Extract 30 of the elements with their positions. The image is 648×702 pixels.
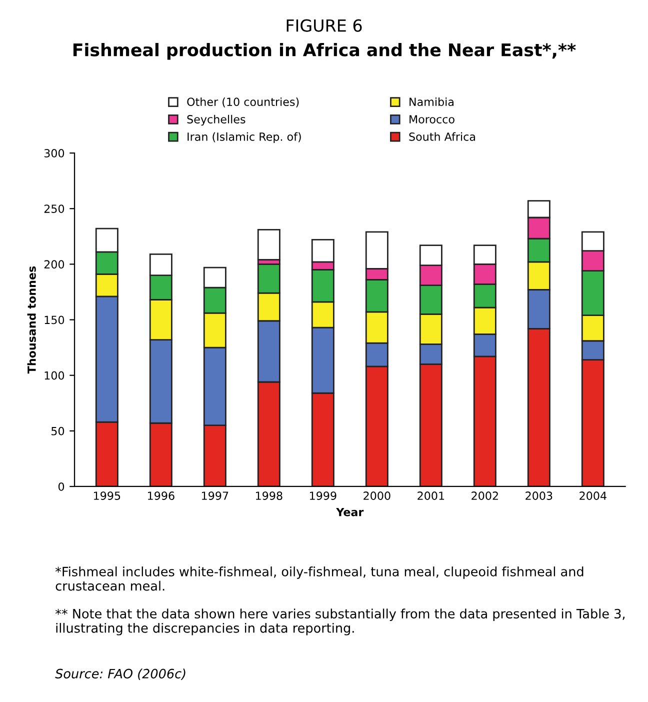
x-tick-label: 1995 bbox=[94, 492, 120, 500]
chart-title: FIGURE 6 bbox=[286, 19, 362, 32]
legend-label: Morocco bbox=[410, 115, 454, 124]
x-tick-label: 1996 bbox=[148, 492, 174, 500]
y-tick-label: 50 bbox=[52, 426, 64, 436]
x-tick-label: 2002 bbox=[472, 492, 498, 500]
y-axis-title: Thousand tonnes bbox=[27, 266, 36, 374]
x-tick-label: 2004 bbox=[580, 492, 606, 500]
legend-label: Other (10 countries) bbox=[187, 97, 299, 108]
text: *Fishmeal includes white-fishmeal, oily-fishmeal, tuna meal, clupeoid fishmeal and crustacean meal. bbox=[55, 566, 584, 591]
legend-label: Namibia bbox=[410, 97, 454, 106]
legend-label: Iran (Islamic Rep. of) bbox=[188, 132, 301, 144]
y-tick-label: 100 bbox=[44, 371, 64, 380]
y-tick-label: 150 bbox=[44, 316, 64, 324]
text: ** Note that the data shown here varies substantially from the data presented in Table 3, illustrating the discrepancies in data reporting. bbox=[55, 608, 625, 636]
y-tick-label: 250 bbox=[44, 204, 64, 213]
y-tick-label: 300 bbox=[44, 149, 64, 158]
x-tick-label: 1997 bbox=[202, 492, 228, 500]
y-tick-label: 0 bbox=[58, 482, 64, 491]
chart-subtitle: Fishmeal production in Africa and the Near East*,** bbox=[73, 42, 576, 60]
x-axis-title: Year bbox=[336, 508, 364, 516]
legend-label: South Africa bbox=[409, 132, 475, 141]
y-tick-label: 200 bbox=[44, 260, 64, 269]
x-tick-label: 1998 bbox=[256, 492, 282, 500]
x-tick-label: 2000 bbox=[364, 492, 390, 500]
x-tick-label: 2003 bbox=[526, 492, 552, 500]
x-tick-label: 1999 bbox=[310, 492, 336, 500]
legend-label: Seychelles bbox=[187, 114, 246, 126]
source-note: Source: FAO (2006c) bbox=[55, 668, 186, 680]
x-tick-label: 2001 bbox=[418, 492, 444, 500]
